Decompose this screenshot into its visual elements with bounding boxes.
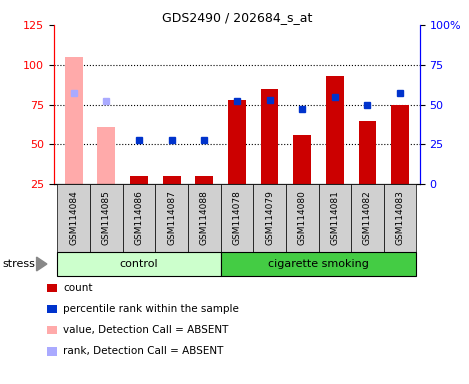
Bar (260, 89, 279, 184)
Bar (163, 176, 181, 184)
Bar (293, 135, 311, 184)
Text: rank, Detection Call = ABSENT: rank, Detection Call = ABSENT (63, 346, 224, 356)
Text: GSM114084: GSM114084 (69, 190, 78, 245)
Bar (228, 100, 246, 184)
Text: control: control (120, 259, 158, 269)
Title: GDS2490 / 202684_s_at: GDS2490 / 202684_s_at (162, 11, 312, 24)
Text: GSM114079: GSM114079 (265, 190, 274, 245)
Text: GSM114085: GSM114085 (102, 190, 111, 245)
Bar (358, 121, 377, 184)
Bar (65, 57, 83, 184)
Text: GSM114081: GSM114081 (330, 190, 340, 245)
Bar (195, 176, 213, 184)
Text: GSM114086: GSM114086 (134, 190, 144, 245)
Text: GSM114088: GSM114088 (200, 190, 209, 245)
Text: GSM114087: GSM114087 (167, 190, 176, 245)
Text: GSM114082: GSM114082 (363, 190, 372, 245)
Bar (391, 104, 409, 184)
Bar (130, 176, 148, 184)
Text: cigarette smoking: cigarette smoking (268, 259, 369, 269)
Text: GSM114078: GSM114078 (232, 190, 242, 245)
Bar (97, 127, 115, 184)
Text: stress: stress (2, 259, 35, 269)
Text: GSM114080: GSM114080 (298, 190, 307, 245)
Text: percentile rank within the sample: percentile rank within the sample (63, 304, 239, 314)
Text: GSM114083: GSM114083 (396, 190, 405, 245)
Text: value, Detection Call = ABSENT: value, Detection Call = ABSENT (63, 325, 229, 335)
Bar (326, 76, 344, 184)
Text: count: count (63, 283, 93, 293)
